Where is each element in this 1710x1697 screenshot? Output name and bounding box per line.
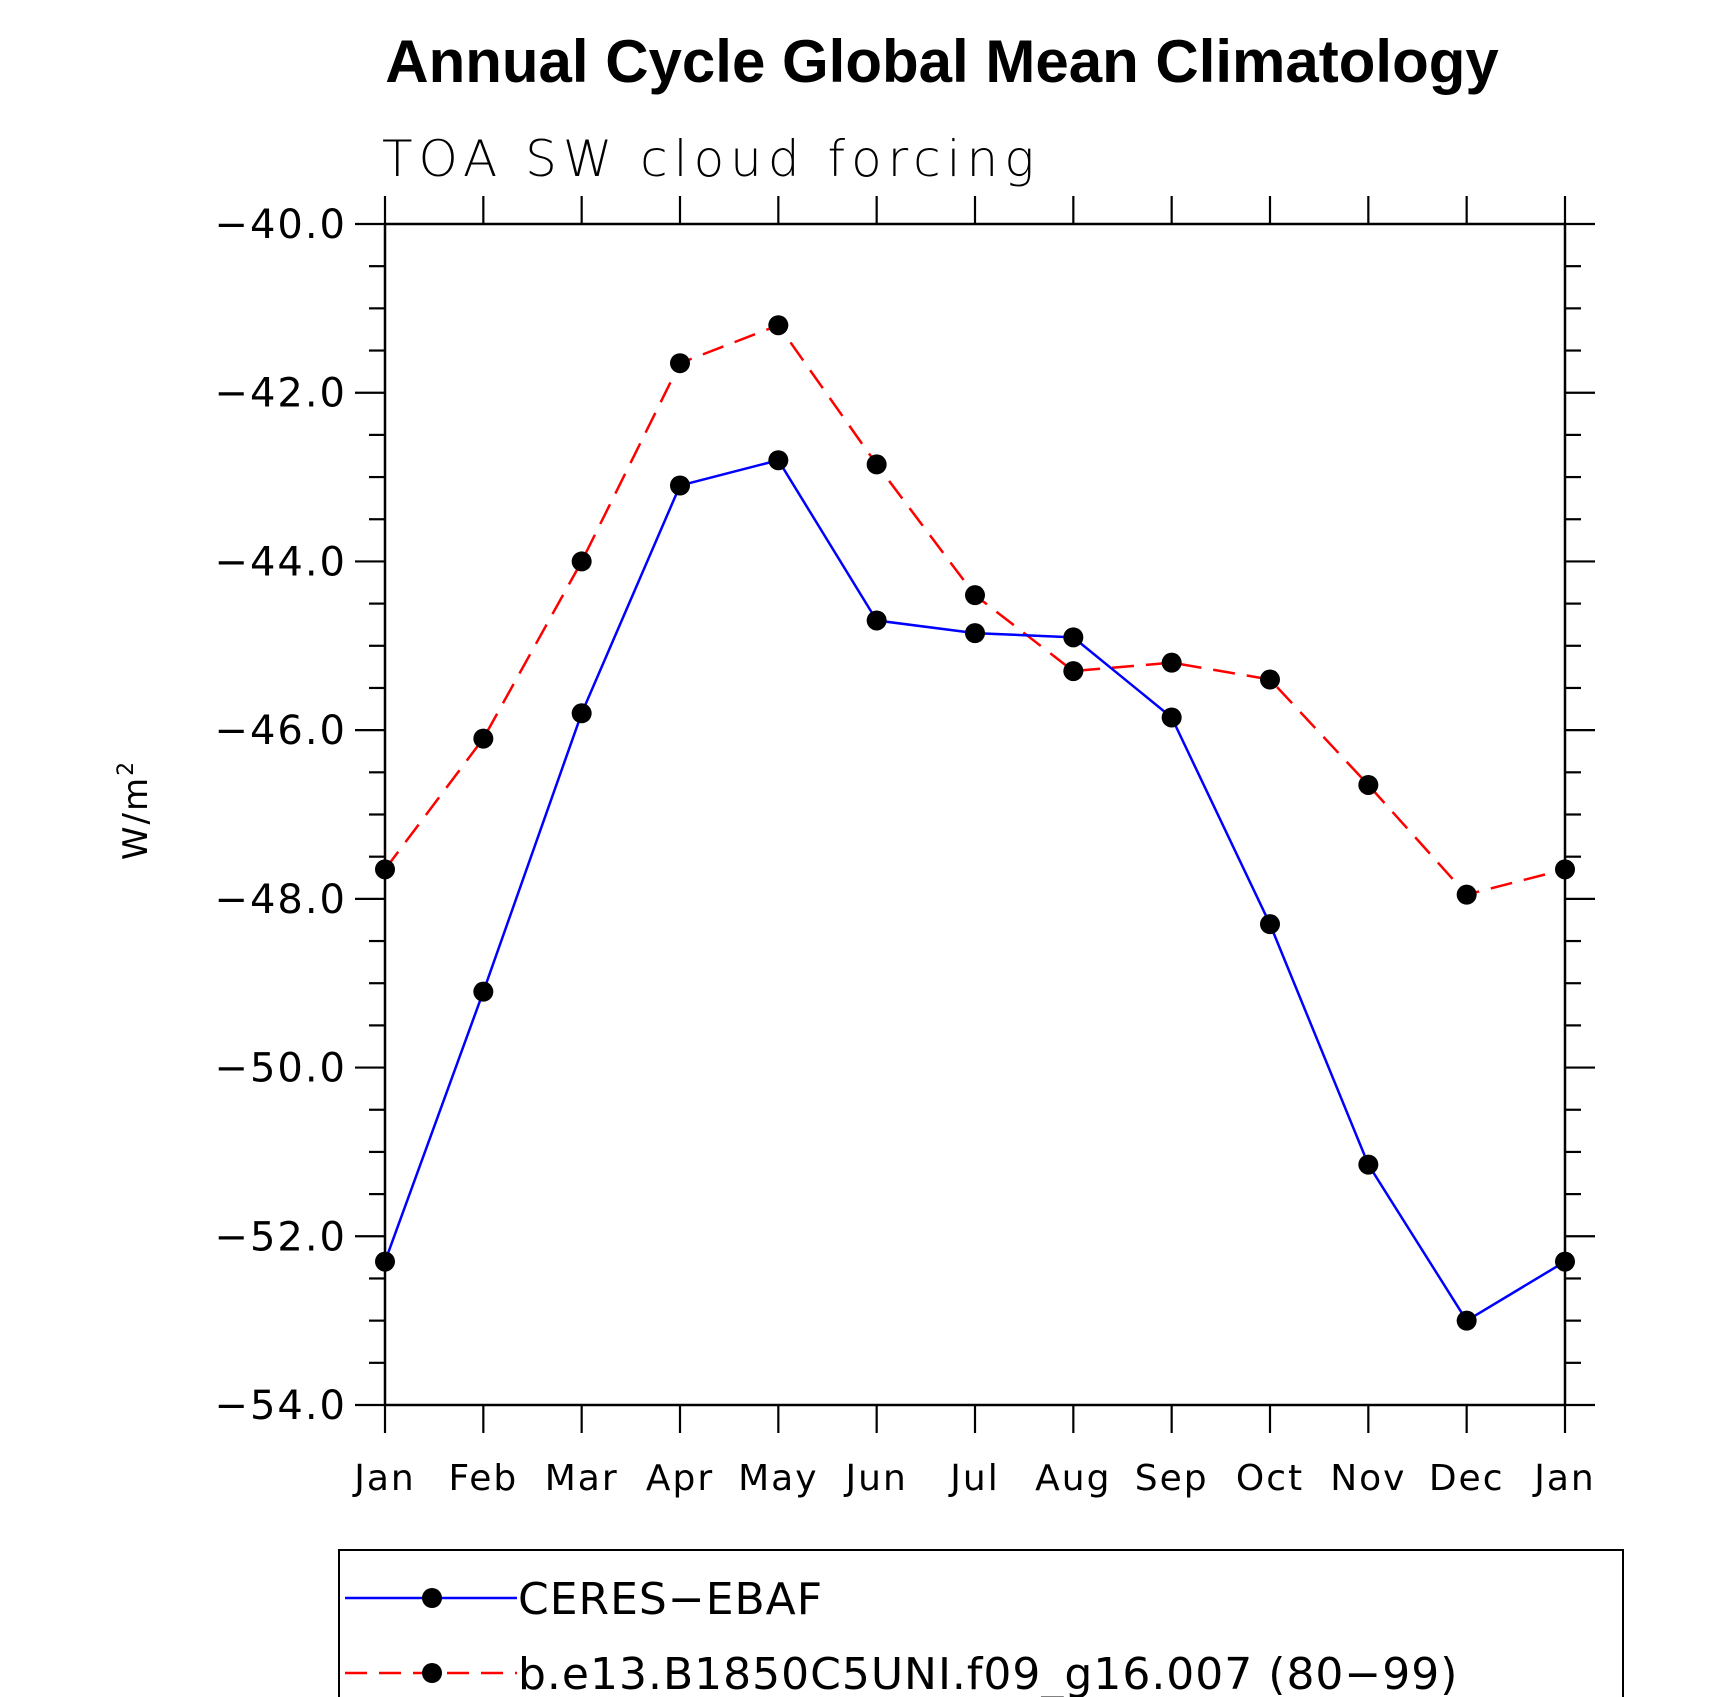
x-tick-label: Apr [646,1458,714,1499]
x-tick-label: Mar [545,1458,619,1499]
x-tick-label: Oct [1236,1458,1304,1499]
legend-swatch-marker [422,1588,442,1608]
series-1-point [670,353,690,374]
series-1-point [965,585,985,606]
x-tick-label: May [738,1458,818,1499]
series-1-point [1555,859,1575,880]
y-tick-label: −50.0 [214,1046,347,1092]
plot-frame [383,222,1567,1407]
x-tick-label: Dec [1429,1458,1505,1499]
x-tick-label: Aug [1035,1458,1111,1499]
legend-swatch-marker [422,1663,442,1683]
y-tick-label: −40.0 [214,202,347,248]
legend-label: CERES−EBAF [518,1574,823,1625]
y-tick-label: −52.0 [214,1214,347,1260]
series-0-point [473,981,494,1002]
y-axis-label-exponent: 2 [114,760,139,776]
series-0-point [866,610,887,631]
x-tick-label: Jan [1532,1458,1596,1499]
series-0-point [670,475,690,496]
legend-label: b.e13.B1850C5UNI.f09_g16.007 (80−99) [518,1649,1458,1697]
series-1-point [1260,669,1280,690]
y-tick-label: −48.0 [214,877,347,923]
y-tick-labels: −40.0 −42.0 −44.0 −46.0 −48.0 −50.0 −52.0 −54.0 [214,202,347,1429]
series-line-1 [384,323,1566,897]
y-tick-label: −46.0 [214,708,347,754]
series-1-point [1161,652,1182,673]
x-tick-label: Feb [448,1458,518,1499]
plot-series [375,315,1575,1331]
series-1-point [473,728,494,749]
x-tick-label: Nov [1330,1458,1406,1499]
x-tick-labels: Jan Feb Mar Apr May Jun Jul Aug Sep Oct Nov Dec Jan [352,1458,1596,1499]
series-1-point [866,454,887,475]
series-0-point [768,450,789,471]
y-tick-label: −54.0 [214,1383,347,1429]
y-tick-label: −42.0 [214,371,347,417]
y-tick-label: −44.0 [214,539,347,585]
y-axis-label-unit: W/m [116,776,156,860]
series-0-point [1063,627,1084,648]
series-0-point [1358,1154,1379,1175]
series-0-point [965,623,985,644]
x-tick-label: Sep [1135,1458,1209,1499]
chart-title: Annual Cycle Global Mean Climatology [385,28,1499,95]
x-tick-label: Jul [948,1458,999,1499]
y-axis-title: W/m2 [114,760,156,860]
series-1-point [375,859,395,880]
series-1-point [571,551,592,572]
series-0-point [571,703,592,724]
series-0-point [1456,1310,1477,1331]
series-1-point [1456,884,1477,905]
x-tick-label: Jun [844,1458,908,1499]
series-1-point [768,315,789,336]
legend: CERES−EBAF b.e13.B1850C5UNI.f09_g16.007 (… [338,1549,1624,1697]
series-1-point [1063,661,1084,682]
series-0-point [1555,1251,1575,1272]
legend-box [338,1549,1624,1697]
series-0-point [375,1251,395,1272]
series-1-point [1358,774,1379,795]
y-axis-label: W/m2 [114,760,156,860]
series-0-point [1260,914,1280,935]
chart-subtitle: TOA SW cloud forcing [382,130,1040,188]
series-0-point [1161,707,1182,728]
plot-axes [355,196,1595,1433]
x-tick-label: Jan [352,1458,416,1499]
